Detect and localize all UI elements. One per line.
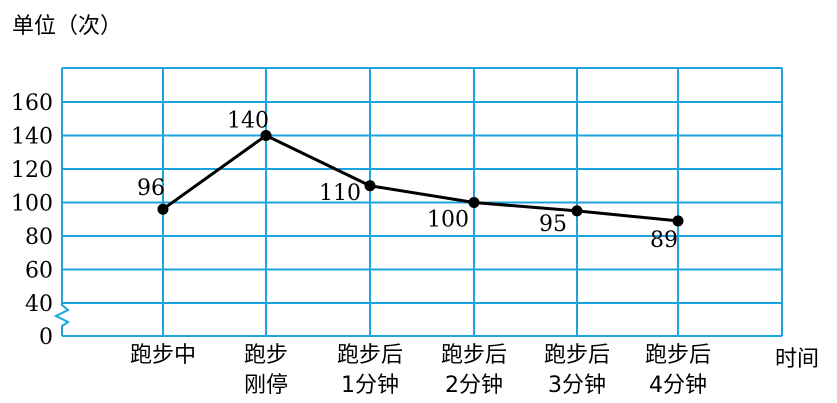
x-category-label: 跑步后 xyxy=(441,343,507,368)
data-point xyxy=(260,130,272,141)
y-axis-line-with-break xyxy=(53,68,70,336)
y-tick-label: 40 xyxy=(25,292,53,317)
x-category-label: 跑步中 xyxy=(130,343,196,368)
x-category-label: 刚停 xyxy=(244,373,288,398)
y-tick-label: 100 xyxy=(11,192,53,217)
x-category-label: 4分钟 xyxy=(649,373,707,398)
y-tick-label: 80 xyxy=(25,225,53,250)
y-axis-unit-label: 单位（次） xyxy=(12,14,122,39)
x-category-label: 3分钟 xyxy=(548,373,606,398)
y-tick-label: 0 xyxy=(39,325,53,350)
data-point xyxy=(672,215,684,227)
grid xyxy=(62,67,783,337)
x-category-label: 跑步 xyxy=(244,343,288,368)
y-tick-label: 140 xyxy=(11,125,53,150)
x-category-label: 1分钟 xyxy=(341,373,399,398)
x-category-label: 跑步后 xyxy=(544,343,610,368)
data-label: 100 xyxy=(427,208,469,233)
data-label: 95 xyxy=(539,212,567,237)
data-label: 110 xyxy=(319,181,361,206)
series-line xyxy=(157,130,684,227)
data-label: 89 xyxy=(650,228,678,253)
data-point xyxy=(364,180,376,192)
x-axis-label: 时间 xyxy=(775,347,819,372)
data-label: 96 xyxy=(137,176,165,201)
axes xyxy=(53,68,70,336)
x-category-label: 跑步后 xyxy=(645,343,711,368)
x-category-label: 2分钟 xyxy=(445,373,503,398)
data-point xyxy=(157,203,169,215)
data-label: 140 xyxy=(227,109,269,134)
x-category-label: 跑步后 xyxy=(337,343,403,368)
y-tick-label: 160 xyxy=(11,91,53,116)
series-line-path xyxy=(162,134,679,223)
y-tick-label: 60 xyxy=(25,259,53,284)
data-point xyxy=(468,197,480,208)
y-tick-label: 120 xyxy=(11,158,53,183)
data-point xyxy=(571,205,583,217)
